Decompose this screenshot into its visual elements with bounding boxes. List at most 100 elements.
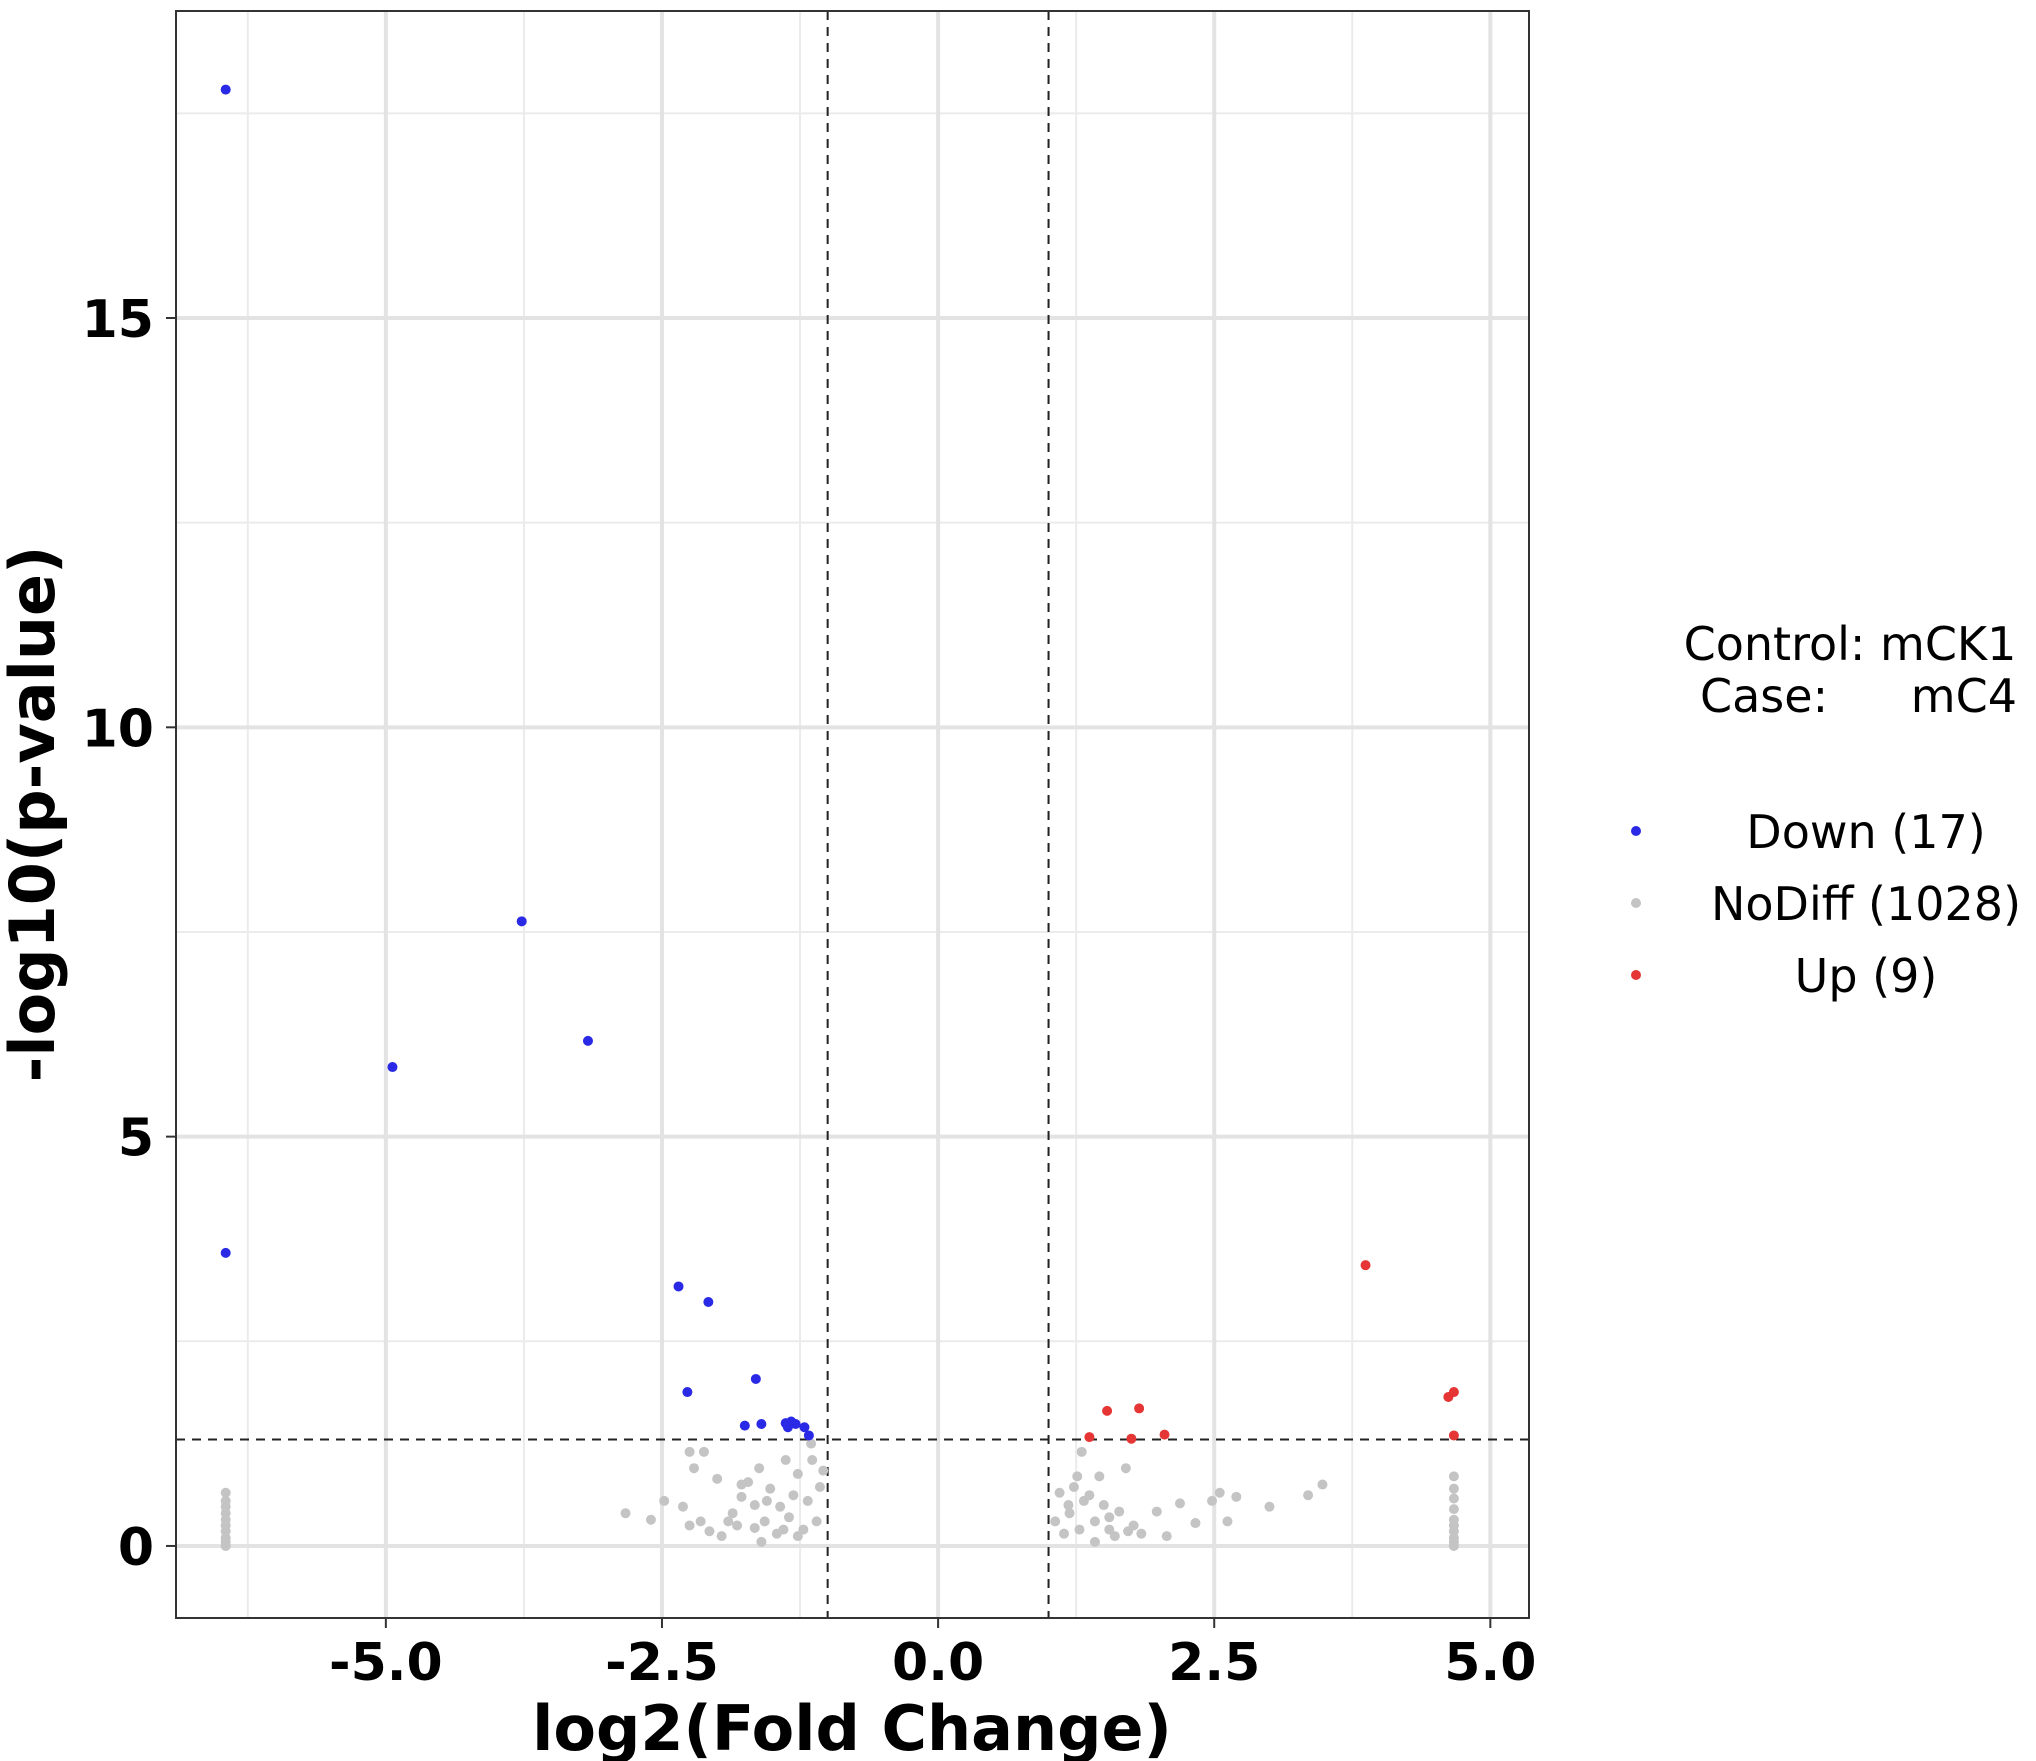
data-point-nodiff (736, 1479, 747, 1490)
data-point-nodiff (716, 1531, 727, 1542)
data-point-nodiff (1104, 1524, 1115, 1535)
data-point-nodiff (677, 1501, 688, 1512)
data-point-nodiff (620, 1508, 631, 1519)
data-point-nodiff (1161, 1531, 1172, 1542)
data-point-nodiff (1084, 1490, 1095, 1501)
data-points (220, 84, 1459, 1551)
data-point-nodiff (806, 1438, 817, 1449)
legend-label-down: Down (17) (1746, 805, 1985, 859)
legend-key-down (1631, 826, 1641, 836)
data-point-nodiff (756, 1536, 767, 1547)
data-point-nodiff (749, 1500, 760, 1511)
legend-control-label: Control: mCK1 (1684, 617, 2017, 671)
y-tick-label: 10 (82, 699, 154, 759)
data-point-nodiff (754, 1463, 765, 1474)
data-point-nodiff (798, 1524, 809, 1535)
y-tick-label: 0 (118, 1518, 154, 1578)
plot-border (175, 10, 1530, 1619)
data-point-down (739, 1420, 750, 1431)
data-point-down (673, 1281, 684, 1292)
data-point-nodiff (1448, 1514, 1459, 1525)
data-point-nodiff (1059, 1528, 1070, 1539)
data-point-nodiff (1089, 1536, 1100, 1547)
data-point-nodiff (1222, 1516, 1233, 1527)
data-point-nodiff (1136, 1528, 1147, 1539)
data-point-nodiff (695, 1516, 706, 1527)
data-point-down (756, 1418, 767, 1429)
y-tick-label: 5 (118, 1109, 154, 1169)
legend: Control: mCK1 Case: mC4 Down (17) NoDiff… (1631, 617, 2021, 1003)
data-point-nodiff (723, 1516, 734, 1527)
data-point-nodiff (712, 1473, 723, 1484)
data-point-nodiff (1098, 1500, 1109, 1511)
data-point-nodiff (1074, 1524, 1085, 1535)
data-point-nodiff (1089, 1516, 1100, 1527)
data-point-nodiff (1072, 1471, 1083, 1482)
data-point-down (803, 1430, 814, 1441)
grid-lines (176, 11, 1529, 1618)
data-point-nodiff (1448, 1483, 1459, 1494)
axis-ticks: -5.0 -2.5 0.0 2.5 5.0 0 5 10 15 (82, 290, 1537, 1693)
data-point-nodiff (1050, 1516, 1061, 1527)
data-point-nodiff (759, 1516, 770, 1527)
data-point-nodiff (802, 1495, 813, 1506)
data-point-nodiff (1076, 1446, 1087, 1457)
data-point-down (790, 1418, 801, 1429)
data-point-nodiff (1317, 1479, 1328, 1490)
legend-case-label: Case: (1700, 669, 1828, 723)
legend-label-up: Up (9) (1795, 949, 1938, 1003)
data-point-down (516, 916, 527, 927)
data-point-up (1084, 1432, 1095, 1443)
data-point-nodiff (1109, 1531, 1120, 1542)
data-point-nodiff (807, 1455, 818, 1466)
data-point-nodiff (1448, 1504, 1459, 1515)
data-point-nodiff (814, 1482, 825, 1493)
plot-background (176, 11, 1529, 1618)
data-point-up (1134, 1403, 1145, 1414)
x-axis-title: log2(Fold Change) (532, 1692, 1172, 1761)
data-point-down (703, 1297, 714, 1308)
data-point-nodiff (704, 1526, 715, 1537)
data-point-up (1448, 1430, 1459, 1441)
data-point-nodiff (1174, 1498, 1185, 1509)
data-point-nodiff (1448, 1493, 1459, 1504)
legend-case-value: mC4 (1911, 669, 2017, 723)
data-point-up (1159, 1429, 1170, 1440)
legend-label-nodiff: NoDiff (1028) (1711, 877, 2021, 931)
data-point-nodiff (1068, 1482, 1079, 1493)
data-point-nodiff (684, 1520, 695, 1531)
data-point-nodiff (761, 1495, 772, 1506)
data-point-nodiff (780, 1455, 791, 1466)
x-tick-label: 5.0 (1444, 1633, 1536, 1693)
data-point-up (1126, 1433, 1137, 1444)
x-tick-label: -5.0 (329, 1633, 443, 1693)
data-point-nodiff (778, 1524, 789, 1535)
data-point-up (1448, 1387, 1459, 1398)
data-point-nodiff (775, 1501, 786, 1512)
data-point-down (582, 1035, 593, 1046)
legend-key-nodiff (1631, 898, 1641, 908)
data-point-nodiff (792, 1531, 803, 1542)
data-point-down (220, 84, 231, 95)
data-point-nodiff (1214, 1487, 1225, 1498)
data-point-nodiff (811, 1516, 822, 1527)
y-axis-title: -log10(p-value) (0, 546, 69, 1083)
x-tick-label: 0.0 (892, 1633, 984, 1693)
data-point-nodiff (1063, 1500, 1074, 1511)
data-point-nodiff (220, 1495, 231, 1506)
data-point-nodiff (1303, 1490, 1314, 1501)
data-point-nodiff (659, 1495, 670, 1506)
data-point-nodiff (689, 1463, 700, 1474)
data-point-down (387, 1062, 398, 1073)
data-point-nodiff (1151, 1506, 1162, 1517)
data-point-nodiff (1094, 1471, 1105, 1482)
data-point-nodiff (1231, 1491, 1242, 1502)
data-point-nodiff (732, 1520, 743, 1531)
data-point-nodiff (1123, 1526, 1134, 1537)
data-point-up (1102, 1405, 1113, 1416)
data-point-nodiff (645, 1514, 656, 1525)
data-point-down (220, 1247, 231, 1258)
data-point-nodiff (749, 1522, 760, 1533)
data-point-nodiff (220, 1487, 231, 1498)
